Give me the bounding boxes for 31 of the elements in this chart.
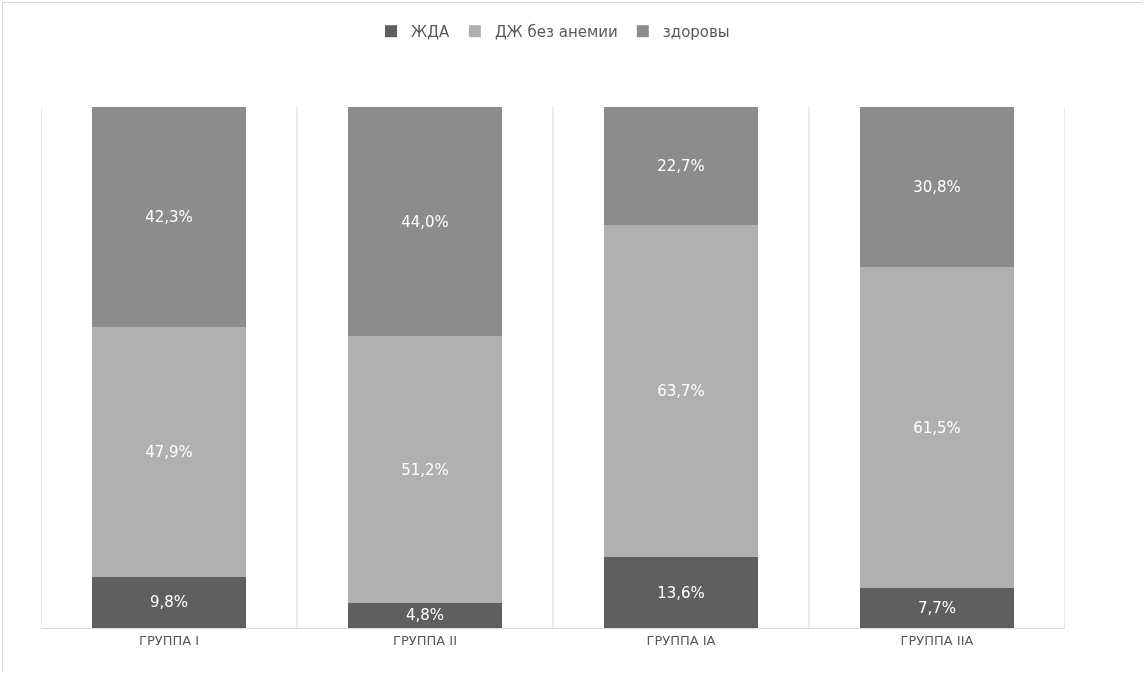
x-tick-label: ГРУППА IIA — [900, 632, 974, 648]
bar — [92, 327, 246, 577]
legend-label: ЖДА — [411, 23, 450, 42]
bar — [604, 107, 758, 226]
bar — [348, 107, 502, 337]
data-label: 42,3% — [145, 208, 193, 227]
data-label: 44,0% — [401, 212, 449, 231]
x-tick-label: ГРУППА II — [393, 632, 457, 648]
data-label: 63,7% — [657, 382, 705, 401]
bar — [860, 587, 1014, 628]
data-label: 22,7% — [657, 157, 705, 176]
bar — [860, 107, 1014, 268]
data-label: 51,2% — [401, 460, 449, 479]
data-label: 30,8% — [913, 178, 961, 197]
legend-label: ДЖ без анемии — [494, 23, 618, 42]
data-label: 13,6% — [657, 583, 705, 602]
bar — [92, 576, 246, 628]
data-label: 61,5% — [913, 418, 961, 437]
x-tick-label: ГРУППА I — [138, 632, 200, 648]
x-tick-label: ГРУППА IA — [646, 632, 716, 648]
bar — [604, 225, 758, 558]
legend-label: здоровы — [662, 23, 730, 42]
bar — [604, 557, 758, 628]
data-label: 47,9% — [145, 443, 193, 462]
bar — [348, 336, 502, 603]
data-label: 9,8% — [149, 593, 189, 612]
bar — [92, 107, 246, 328]
data-label: 7,7% — [917, 598, 957, 617]
bar — [860, 267, 1014, 588]
bar — [348, 602, 502, 628]
data-label: 4,8% — [405, 606, 445, 625]
